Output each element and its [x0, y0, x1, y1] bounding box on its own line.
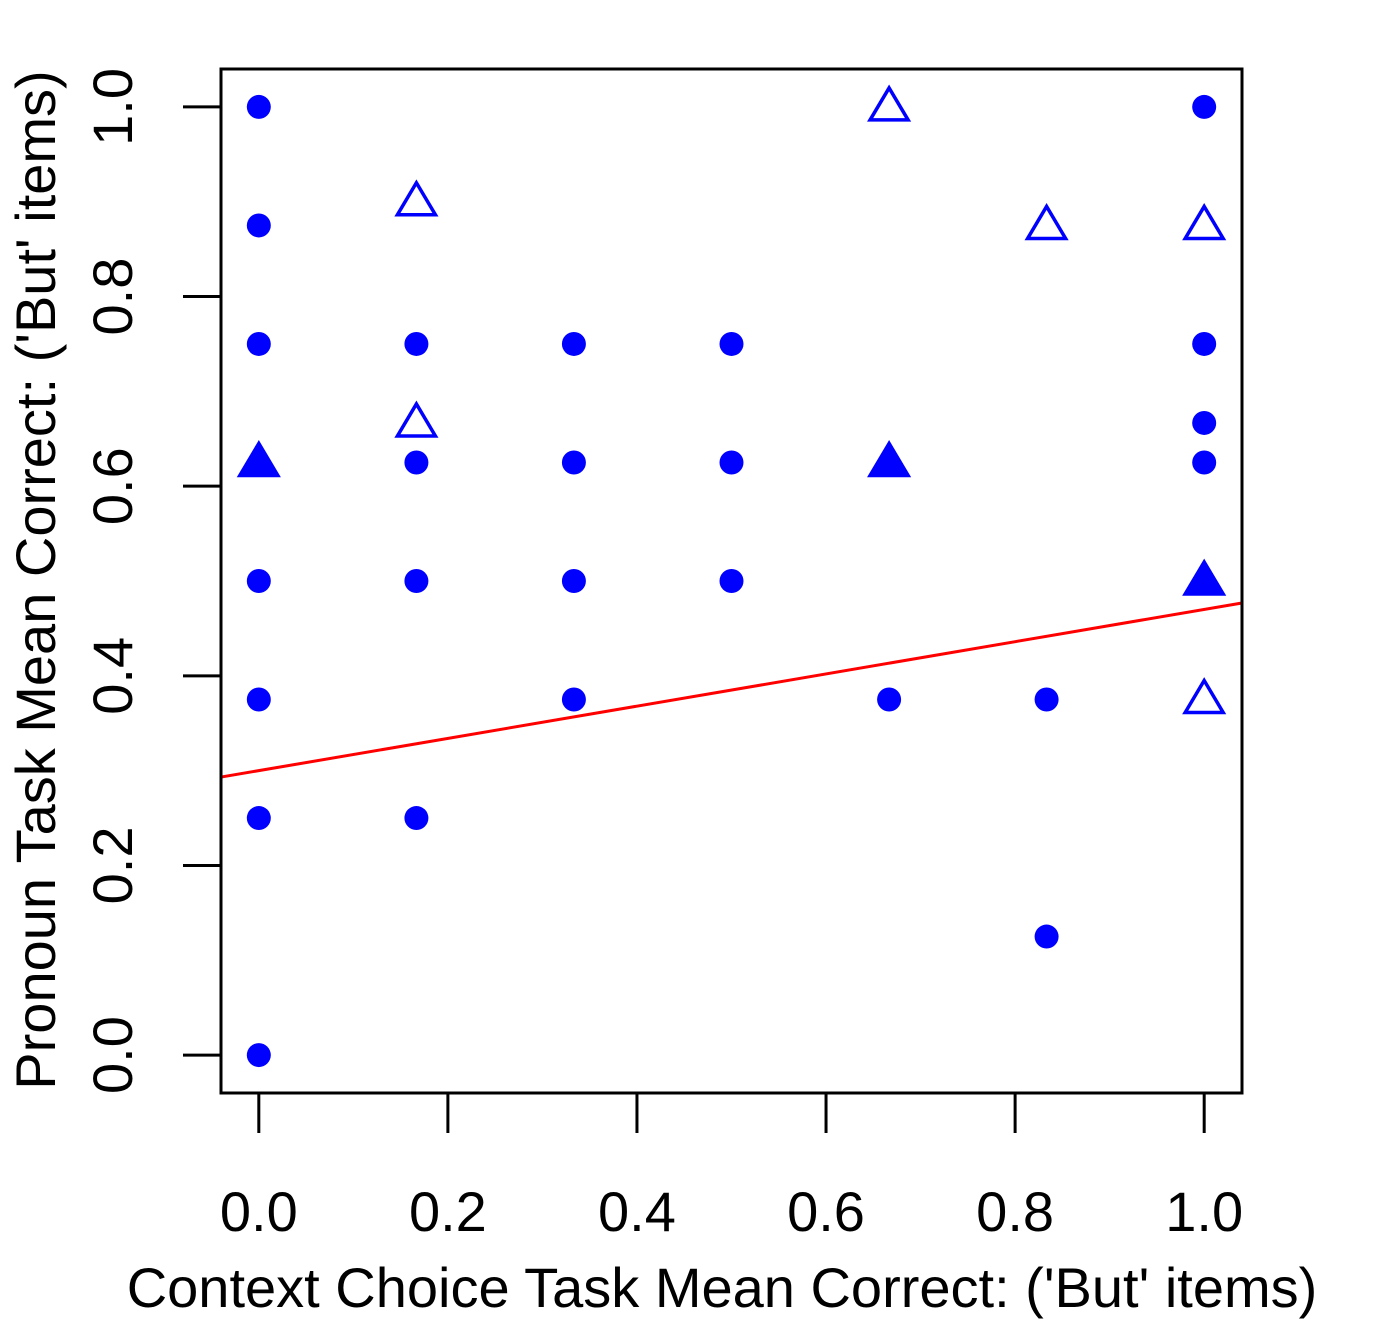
- y-tick-label: 0.4: [81, 637, 144, 715]
- data-point-triangle-open: [1182, 677, 1227, 715]
- data-point-circle: [246, 94, 271, 119]
- data-point-circle: [404, 806, 429, 831]
- y-tick-label: 0.2: [81, 827, 144, 905]
- y-axis-label: Pronoun Task Mean Correct: ('But' items): [4, 70, 67, 1089]
- data-point-triangle-filled: [867, 440, 912, 478]
- data-point-circle: [246, 687, 271, 712]
- data-point-circle: [719, 569, 744, 593]
- data-point-circle: [1192, 450, 1217, 475]
- data-point-circle: [404, 450, 429, 475]
- data-point-circle: [719, 331, 744, 356]
- x-tick-label: 0.4: [598, 1180, 676, 1243]
- data-point-circle: [561, 450, 586, 475]
- data-point-triangle-filled: [1182, 558, 1227, 596]
- x-tick-label: 0.6: [787, 1180, 865, 1243]
- y-tick-label: 0.6: [81, 447, 144, 525]
- data-point-circle: [1192, 410, 1217, 435]
- x-tick-label: 0.8: [976, 1180, 1054, 1243]
- x-tick-label: 0.2: [409, 1180, 487, 1243]
- y-tick-label: 0.0: [81, 1016, 144, 1094]
- x-axis: 0.0 0.2 0.4 0.6 0.8 1.0: [220, 1091, 1243, 1243]
- data-point-circle: [1034, 687, 1059, 712]
- data-point-triangle-open: [1024, 203, 1069, 241]
- data-point-circle: [561, 687, 586, 712]
- regression-line: [220, 601, 1243, 779]
- x-tick-label: 0.0: [220, 1180, 298, 1243]
- data-point-circle: [561, 569, 586, 593]
- data-point-circle: [246, 213, 271, 238]
- regression-line-group: [220, 601, 1243, 779]
- y-tick-label: 0.8: [81, 258, 144, 336]
- data-point-circle: [561, 331, 586, 356]
- data-point-circle: [1034, 924, 1059, 949]
- data-point-circle: [404, 331, 429, 356]
- data-point-triangle-open: [867, 84, 912, 122]
- x-tick-label: 1.0: [1165, 1180, 1243, 1243]
- data-point-circle: [719, 450, 744, 475]
- data-point-circle: [246, 806, 271, 831]
- data-point-circle: [246, 1043, 271, 1068]
- data-point-triangle-open: [394, 400, 439, 438]
- plot-frame: [219, 67, 1244, 1095]
- data-point-circle: [1192, 331, 1217, 356]
- x-axis-label: Context Choice Task Mean Correct: ('But'…: [127, 1256, 1318, 1319]
- data-point-triangle-open: [1182, 203, 1227, 241]
- data-points: [236, 84, 1227, 1068]
- data-point-triangle-filled: [236, 440, 281, 478]
- data-point-circle: [1192, 94, 1217, 119]
- y-tick-label: 1.0: [81, 68, 144, 146]
- data-point-circle: [246, 569, 271, 593]
- data-point-circle: [404, 569, 429, 593]
- y-axis: 0.0 0.2 0.4 0.6 0.8 1.0: [81, 68, 223, 1094]
- data-point-circle: [246, 331, 271, 356]
- data-point-triangle-open: [394, 179, 439, 217]
- data-point-circle: [877, 687, 902, 712]
